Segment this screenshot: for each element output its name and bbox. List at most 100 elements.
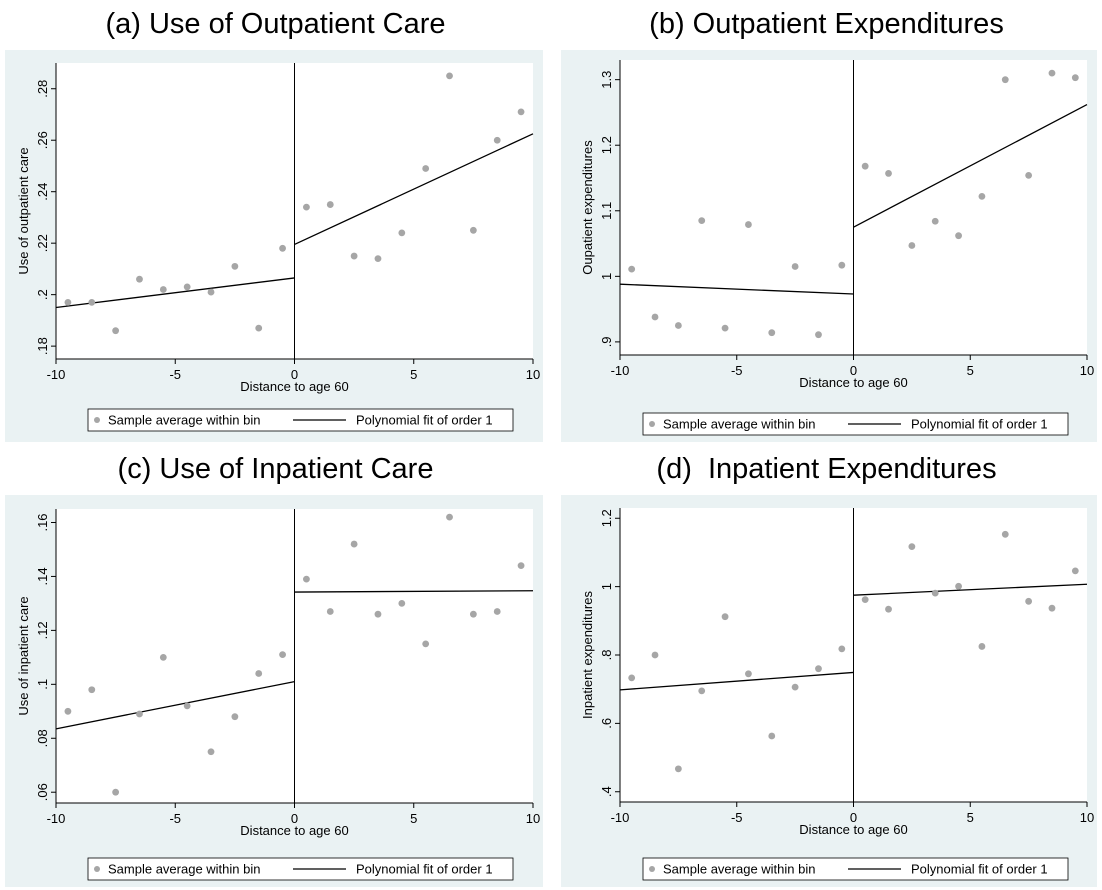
y-tick-label: 1.2	[599, 509, 614, 527]
y-tick-label: .8	[599, 650, 614, 661]
data-point	[1025, 171, 1033, 179]
x-tick-label: -10	[47, 367, 66, 382]
y-tick-label: 1	[599, 583, 614, 590]
x-tick-label: 10	[1080, 810, 1094, 825]
data-point	[303, 203, 310, 211]
data-point	[978, 192, 986, 200]
x-tick-label: 5	[967, 363, 974, 378]
x-tick-label: 10	[1080, 363, 1094, 378]
x-axis-title: Distance to age 60	[799, 822, 907, 837]
data-point	[207, 748, 215, 756]
data-point	[815, 665, 822, 673]
data-point	[374, 255, 382, 263]
x-tick-label: -5	[731, 363, 743, 378]
data-point	[231, 262, 239, 270]
data-point	[955, 232, 962, 240]
panel-b-title: (b) Outpatient Expenditures	[649, 8, 1004, 40]
data-point	[469, 610, 477, 618]
data-point	[628, 265, 636, 273]
x-tick-label: -10	[611, 363, 630, 378]
y-axis-title: Inpatient expenditures	[580, 591, 595, 719]
data-point	[422, 640, 430, 648]
data-point	[674, 322, 682, 329]
data-point	[88, 686, 96, 694]
y-tick-label: .24	[35, 183, 50, 201]
data-point	[398, 600, 406, 607]
panel-c-title: (c) Use of Inpatient Care	[117, 453, 434, 485]
fit-line-right	[853, 104, 1088, 228]
data-point	[279, 244, 286, 252]
data-point	[469, 226, 477, 234]
x-tick-label: 0	[850, 363, 857, 378]
data-point	[159, 653, 167, 661]
data-point	[861, 596, 869, 604]
data-point	[698, 217, 706, 225]
y-tick-label: 1	[599, 273, 614, 280]
data-point	[64, 707, 72, 715]
y-tick-label: .26	[35, 131, 50, 149]
chart-a: -10 -5 0 5 10 .18 .2 .22 .24 .26 .28 Distance to ag…	[5, 50, 543, 442]
data-point	[398, 229, 406, 237]
data-point	[815, 331, 822, 339]
data-point	[768, 732, 776, 740]
legend-point-marker	[94, 866, 100, 872]
data-point	[303, 575, 310, 583]
y-tick-label: .08	[35, 729, 50, 747]
data-point	[350, 252, 358, 260]
data-point	[1001, 76, 1009, 84]
data-point	[1001, 530, 1009, 538]
x-tick-label: 5	[967, 810, 974, 825]
x-tick-label: -5	[731, 810, 743, 825]
legend-line-label: Polynomial fit of order 1	[911, 417, 1048, 432]
panel-b: (b) Outpatient Expenditures -10 -5 0 5 10 .9 1…	[551, 0, 1102, 445]
data-point	[628, 674, 636, 682]
y-tick-label: .28	[35, 80, 50, 98]
x-tick-label: 10	[526, 811, 540, 826]
data-point	[1048, 604, 1056, 612]
y-tick-label: .2	[35, 289, 50, 300]
y-tick-label: 1.2	[599, 136, 614, 154]
data-point	[955, 582, 962, 590]
y-tick-label: .06	[35, 783, 50, 801]
data-point	[651, 651, 659, 659]
data-point	[279, 651, 286, 659]
x-tick-label: 0	[291, 811, 298, 826]
legend-point-marker	[649, 421, 655, 427]
data-point	[885, 605, 892, 613]
data-point	[159, 286, 167, 293]
data-point	[136, 710, 143, 718]
y-tick-label: .9	[599, 336, 614, 347]
legend-scatter-label: Sample average within bin	[663, 417, 815, 432]
x-tick-label: 5	[410, 811, 417, 826]
panel-d: (d) Inpatient Expenditures -10 -5 0 5 10 .4 .6…	[551, 445, 1102, 890]
panel-a-title: (a) Use of Outpatient Care	[105, 8, 446, 40]
x-tick-label: -10	[47, 811, 66, 826]
legend-scatter-label: Sample average within bin	[108, 413, 260, 428]
legend-line-label: Polynomial fit of order 1	[356, 862, 493, 877]
legend-scatter-label: Sample average within bin	[663, 862, 815, 877]
legend-line-label: Polynomial fit of order 1	[911, 862, 1048, 877]
data-point	[931, 217, 939, 225]
fit-line-right	[294, 590, 534, 593]
x-tick-label: 10	[526, 367, 540, 382]
data-point	[493, 136, 501, 144]
y-tick-label: 1.3	[599, 71, 614, 89]
y-tick-label: .18	[35, 337, 50, 355]
data-point	[255, 324, 263, 332]
data-point	[698, 687, 706, 695]
data-point	[908, 543, 916, 551]
data-point	[517, 562, 525, 570]
fit-line-left	[55, 680, 295, 730]
data-point	[1071, 74, 1079, 82]
data-point	[791, 683, 799, 691]
chart-d: -10 -5 0 5 10 .4 .6 .8 1 1.2 Distance to age 60 Inp…	[561, 495, 1097, 887]
data-point	[64, 298, 72, 306]
panel-c: (c) Use of Inpatient Care -10 -5 0 5 10 .06 .0…	[0, 445, 551, 890]
fit-line-right	[294, 133, 534, 246]
data-point	[931, 589, 939, 597]
data-point	[838, 261, 846, 269]
legend-point-marker	[649, 866, 655, 872]
x-axis-title: Distance to age 60	[240, 379, 348, 394]
panel-d-title: (d) Inpatient Expenditures	[656, 453, 997, 485]
data-point	[112, 327, 120, 335]
